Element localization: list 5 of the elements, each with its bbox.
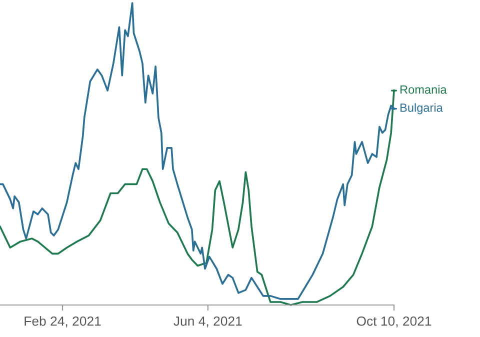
x-tick-label: Jun 4, 2021 [174, 316, 242, 328]
legend-label: Romania [400, 85, 447, 94]
x-tick-label: Oct 10, 2021 [356, 316, 432, 328]
x-tick-label: Feb 24, 2021 [24, 316, 101, 328]
legend-label: Bulgaria [400, 103, 443, 114]
